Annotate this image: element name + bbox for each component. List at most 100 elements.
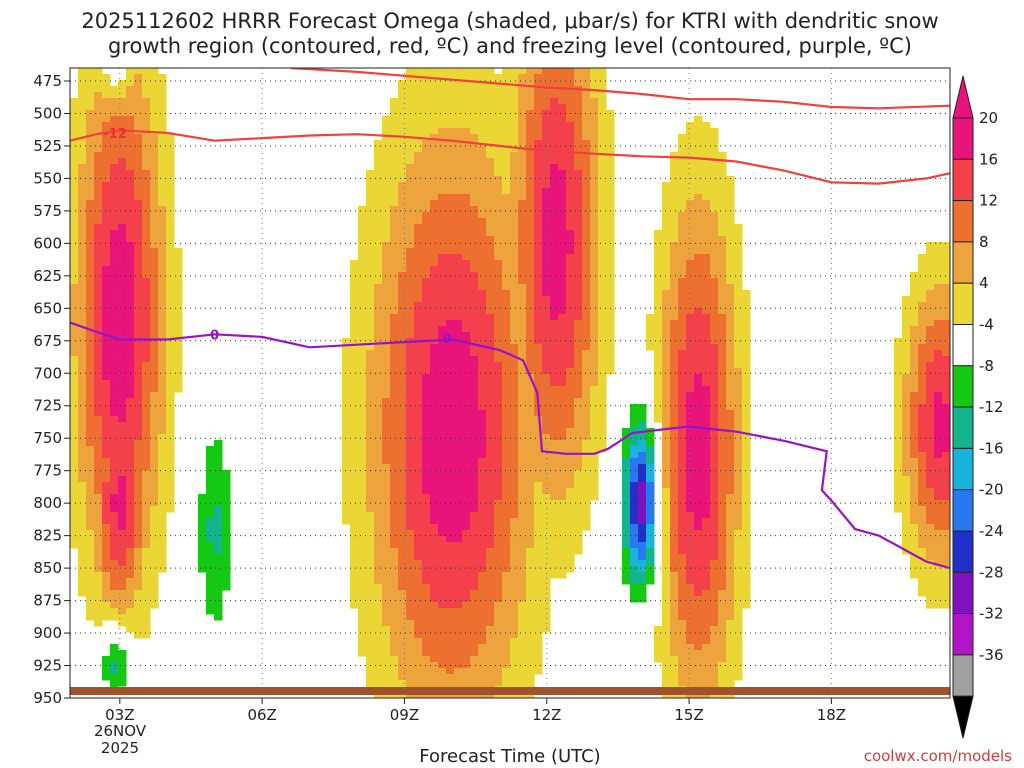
omega-cell bbox=[126, 212, 135, 219]
omega-cell bbox=[454, 278, 463, 285]
omega-cell bbox=[678, 650, 687, 657]
omega-cell bbox=[670, 182, 679, 189]
omega-cell bbox=[582, 380, 591, 387]
omega-cell bbox=[462, 296, 471, 303]
omega-cell bbox=[94, 530, 103, 537]
omega-cell bbox=[526, 458, 535, 465]
omega-cell bbox=[174, 272, 183, 279]
omega-cell bbox=[678, 494, 687, 501]
omega-cell bbox=[590, 290, 599, 297]
omega-cell bbox=[590, 428, 599, 435]
omega-cell bbox=[582, 476, 591, 483]
omega-cell bbox=[518, 632, 527, 639]
omega-cell bbox=[358, 332, 367, 339]
omega-cell bbox=[694, 500, 703, 507]
omega-cell bbox=[430, 224, 439, 231]
omega-cell bbox=[366, 398, 375, 405]
omega-cell bbox=[374, 332, 383, 339]
omega-cell bbox=[470, 626, 479, 633]
omega-cell bbox=[214, 470, 223, 477]
omega-cell bbox=[686, 512, 695, 519]
omega-cell bbox=[134, 434, 143, 441]
omega-cell bbox=[142, 302, 151, 309]
omega-cell bbox=[662, 398, 671, 405]
omega-cell bbox=[574, 74, 583, 81]
omega-cell bbox=[382, 314, 391, 321]
omega-cell bbox=[398, 410, 407, 417]
omega-cell bbox=[422, 656, 431, 663]
omega-cell bbox=[510, 638, 519, 645]
omega-cell bbox=[166, 182, 175, 189]
omega-cell bbox=[382, 476, 391, 483]
omega-cell bbox=[390, 116, 399, 123]
omega-cell bbox=[70, 116, 79, 123]
omega-cell bbox=[142, 308, 151, 315]
omega-cell bbox=[206, 464, 215, 471]
omega-cell bbox=[174, 344, 183, 351]
omega-cell bbox=[470, 356, 479, 363]
omega-cell bbox=[102, 536, 111, 543]
omega-cell bbox=[438, 128, 447, 135]
omega-cell bbox=[150, 134, 159, 141]
omega-cell bbox=[422, 602, 431, 609]
omega-cell bbox=[462, 386, 471, 393]
omega-cell bbox=[526, 116, 535, 123]
omega-cell bbox=[542, 536, 551, 543]
omega-cell bbox=[550, 422, 559, 429]
omega-cell bbox=[518, 476, 527, 483]
omega-cell bbox=[510, 236, 519, 243]
omega-cell bbox=[78, 248, 87, 255]
omega-cell bbox=[550, 74, 559, 81]
omega-cell bbox=[478, 368, 487, 375]
omega-cell bbox=[166, 392, 175, 399]
omega-cell bbox=[366, 386, 375, 393]
omega-cell bbox=[150, 248, 159, 255]
omega-cell bbox=[486, 656, 495, 663]
omega-cell bbox=[454, 248, 463, 255]
omega-cell bbox=[126, 146, 135, 153]
omega-cell bbox=[694, 398, 703, 405]
omega-cell bbox=[582, 230, 591, 237]
omega-cell bbox=[390, 524, 399, 531]
omega-cell bbox=[686, 488, 695, 495]
omega-cell bbox=[502, 266, 511, 273]
omega-cell bbox=[534, 140, 543, 147]
omega-cell bbox=[198, 530, 207, 537]
omega-cell bbox=[422, 542, 431, 549]
omega-cell bbox=[350, 572, 359, 579]
omega-cell bbox=[486, 116, 495, 123]
omega-cell bbox=[150, 386, 159, 393]
omega-cell bbox=[118, 188, 127, 195]
omega-cell bbox=[598, 380, 607, 387]
omega-cell bbox=[574, 494, 583, 501]
omega-cell bbox=[462, 572, 471, 579]
omega-cell bbox=[438, 488, 447, 495]
omega-cell bbox=[158, 386, 167, 393]
omega-cell bbox=[446, 578, 455, 585]
omega-cell bbox=[414, 230, 423, 237]
omega-cell bbox=[438, 182, 447, 189]
omega-cell bbox=[398, 182, 407, 189]
omega-cell bbox=[502, 230, 511, 237]
omega-cell bbox=[558, 344, 567, 351]
omega-cell bbox=[670, 260, 679, 267]
omega-cell bbox=[86, 584, 95, 591]
omega-cell bbox=[678, 290, 687, 297]
omega-cell bbox=[462, 206, 471, 213]
omega-cell bbox=[94, 398, 103, 405]
omega-cell bbox=[126, 374, 135, 381]
omega-cell bbox=[454, 296, 463, 303]
omega-cell bbox=[110, 578, 119, 585]
omega-cell bbox=[398, 602, 407, 609]
omega-cell bbox=[454, 548, 463, 555]
omega-cell bbox=[430, 170, 439, 177]
omega-cell bbox=[78, 350, 87, 357]
omega-cell bbox=[550, 134, 559, 141]
omega-cell bbox=[430, 650, 439, 657]
omega-cell bbox=[390, 308, 399, 315]
omega-cell bbox=[630, 578, 639, 585]
omega-cell bbox=[430, 572, 439, 579]
omega-cell bbox=[662, 500, 671, 507]
omega-cell bbox=[446, 446, 455, 453]
omega-cell bbox=[670, 374, 679, 381]
